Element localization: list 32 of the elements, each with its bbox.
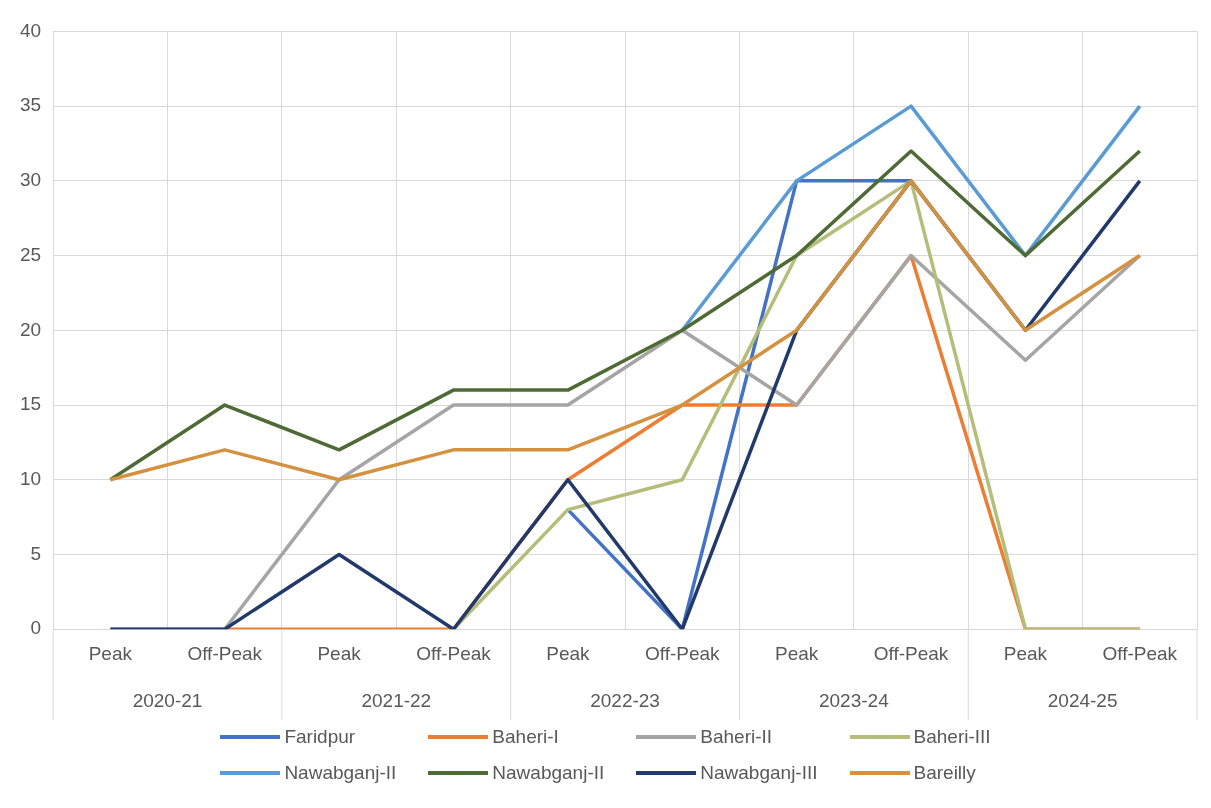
x-tick-label: Off-Peak — [873, 642, 949, 664]
legend-label: Nawabganj-II — [492, 762, 605, 784]
text: 2020-21 — [132, 690, 203, 712]
x-tick-label: Off-Peak — [187, 642, 263, 664]
legend-label: Baheri-I — [492, 726, 559, 748]
y-tick-label: 35 — [19, 94, 42, 116]
y-tick-label: 5 — [30, 542, 42, 564]
text: 2022-23 — [590, 690, 660, 712]
legend-label: Bareilly — [913, 762, 976, 784]
y-tick-label: 10 — [19, 467, 42, 489]
x-tick-label: Peak — [1003, 642, 1048, 664]
x-tick-label: Peak — [317, 642, 362, 664]
x-tick-label: Peak — [546, 642, 591, 664]
legend-label: Baheri-II — [700, 726, 773, 748]
y-tick-label: 30 — [19, 169, 42, 191]
text: 2021-22 — [361, 690, 432, 712]
x-tick-label: Off-Peak — [1102, 642, 1178, 664]
legend-label: Baheri-III — [913, 726, 991, 748]
x-tick-label: Off-Peak — [644, 642, 721, 664]
y-tick-label: 0 — [30, 617, 42, 639]
y-tick-label: 25 — [19, 243, 42, 265]
x-tick-label: Peak — [774, 642, 819, 664]
text: 2023-24 — [818, 690, 890, 712]
y-tick-label: 15 — [19, 393, 42, 415]
legend-label: Faridpur — [284, 726, 356, 748]
x-tick-label: Off-Peak — [416, 642, 492, 664]
y-tick-label: 20 — [19, 318, 42, 340]
legend-label: Nawabganj-II — [284, 762, 397, 784]
y-tick-label: 40 — [19, 19, 42, 41]
text: 2024-25 — [1047, 690, 1118, 712]
legend-label: Nawabganj-III — [700, 762, 818, 784]
x-tick-label: Peak — [88, 642, 133, 664]
